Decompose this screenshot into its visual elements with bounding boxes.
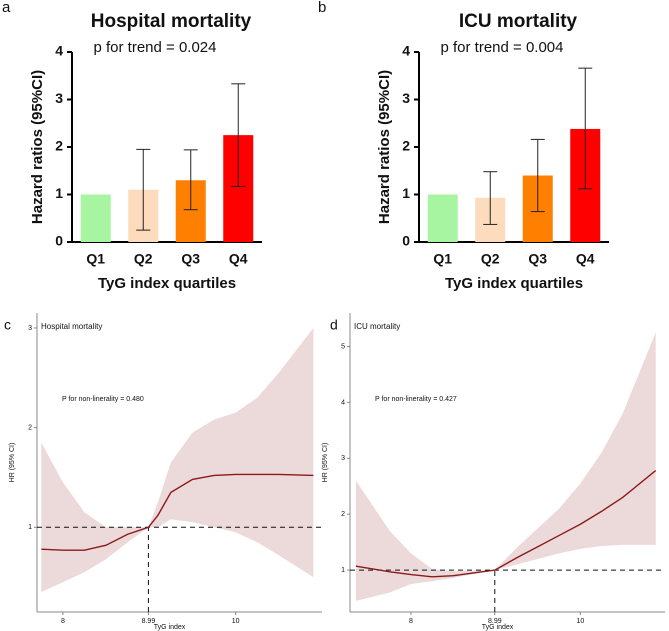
confidence-band [355,332,656,601]
x-axis-label: TyG index quartiles [445,275,583,292]
plot-title: Hospital mortality [41,322,102,331]
subtitle: p for trend = 0.004 [440,39,563,56]
x-tick-label: Q2 [134,251,153,267]
x-axis-label: TyG index quartiles [98,275,236,292]
y-axis-label: HR (95% CI) [322,443,329,483]
x-tick-label: 10 [232,618,240,625]
hr-line [41,473,314,551]
annotation: P for non-linerality = 0.427 [375,396,457,403]
x-tick-label: Q3 [528,251,547,267]
chart-title: ICU mortality [459,11,578,32]
y-tick-label: 3 [28,325,32,332]
y-tick-label: 1 [402,185,410,201]
x-tick-label: Q2 [481,251,500,267]
x-tick-label: Q1 [86,251,105,267]
y-tick-label: 4 [55,43,63,59]
x-axis-label: TyG index [482,624,514,631]
y-axis-label: HR (95% CI) [9,443,16,483]
y-tick-label: 2 [341,511,345,518]
hr-line [355,470,657,578]
chart-title: Hospital mortality [91,11,252,32]
y-tick-label: 3 [55,90,63,106]
y-tick-label: 3 [402,90,410,106]
y-tick-label: 4 [341,399,345,406]
y-tick-label: 2 [402,138,410,154]
x-tick-label: 8 [61,618,65,625]
x-tick-label: 8.99 [488,618,502,625]
confidence-band [41,327,314,593]
y-axis-label: Hazard ratios (95%CI) [376,70,393,224]
x-tick-label: Q1 [433,251,452,267]
y-tick-label: 0 [402,233,410,249]
x-tick-label: Q4 [576,251,595,267]
panel-label: b [318,0,326,16]
panel-label: c [4,317,11,333]
y-tick-label: 5 [341,343,345,350]
x-tick-label: Q3 [181,251,200,267]
y-axis-label: Hazard ratios (95%CI) [29,70,46,224]
y-tick-label: 0 [55,233,63,249]
y-tick-label: 2 [28,424,32,431]
x-tick-label: Q4 [229,251,248,267]
x-tick-label: 8.99 [142,618,156,625]
x-axis-label: TyG index [154,624,186,631]
bar [427,194,458,242]
bar [80,194,111,242]
y-tick-label: 4 [402,43,410,59]
panel-label: a [2,0,11,16]
plot-title: ICU mortality [354,322,400,331]
x-tick-label: 8 [409,618,413,625]
annotation: P for non-linerality = 0.480 [62,396,144,403]
x-tick-label: 10 [576,618,584,625]
y-tick-label: 1 [55,185,63,201]
y-tick-label: 1 [341,567,345,574]
y-tick-label: 3 [341,455,345,462]
subtitle: p for trend = 0.024 [93,39,216,56]
panel-label: d [330,317,338,333]
y-tick-label: 2 [55,138,63,154]
y-tick-label: 1 [28,524,32,531]
